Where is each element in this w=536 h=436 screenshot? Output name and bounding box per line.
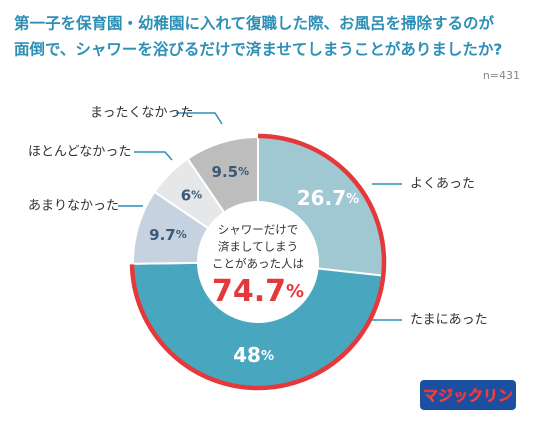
category-label: よくあった	[410, 177, 475, 192]
category-label: まったくなかった	[90, 106, 193, 121]
category-label: ほとんどなかった	[28, 145, 131, 160]
sample-size: n=431	[483, 69, 520, 82]
value-label: 9.5%	[212, 163, 250, 181]
value-label: 48%	[233, 342, 274, 366]
logo: マジックリン	[420, 380, 516, 410]
leader-lines	[118, 112, 402, 321]
highlight-arc	[129, 133, 387, 391]
category-label: あまりなかった	[28, 199, 119, 214]
chart-title: 面倒で、シャワーを浴びるだけで済ませてしまうことがありましたか?	[14, 40, 502, 59]
center-text: ことがあった人は	[212, 257, 304, 271]
center-hole	[198, 202, 318, 322]
logo-text: マジックリン	[423, 387, 513, 405]
leader-line	[176, 112, 223, 125]
value-label: 9.7%	[149, 226, 187, 244]
center-text: シャワーだけで	[218, 223, 299, 237]
logo-box	[420, 380, 516, 410]
center-text: 済ましてしまう	[218, 240, 298, 254]
center-value: 74.7%	[212, 274, 304, 309]
value-label: 6%	[181, 186, 202, 204]
value-label: 26.7%	[297, 186, 359, 210]
leader-line	[134, 151, 173, 161]
category-label: たまにあった	[410, 313, 488, 328]
chart-title: 第一子を保育園・幼稚園に入れて復職した際、お風呂を掃除するのが	[14, 14, 495, 33]
